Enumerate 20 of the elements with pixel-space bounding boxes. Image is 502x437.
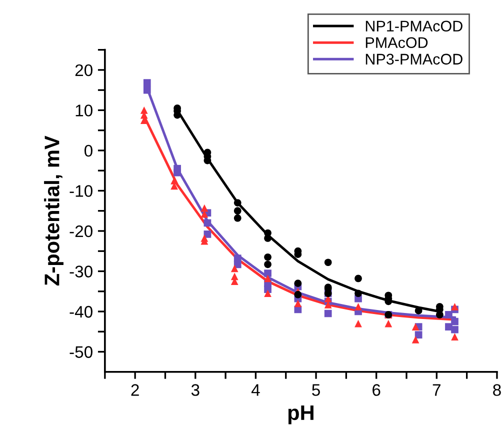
y-tick-label: -10 [70,185,92,197]
y-tick-label: 10 [76,104,92,116]
x-axis-title: pH [288,406,314,424]
y-tick-label: 20 [75,64,92,76]
y-tick-label: -50 [70,346,92,358]
y-tick-label: -40 [70,306,92,318]
x-tick-label: 6 [372,384,380,396]
x-tick-label: 5 [312,384,320,396]
y-tick-label: -30 [70,266,92,278]
x-tick-label: 4 [251,384,260,396]
legend-label: NP3-PMAcOD [366,54,462,65]
y-axis-title: Z-potential, mV [44,136,64,286]
y-tick-label: -20 [70,225,92,238]
x-tick-label: 3 [191,384,200,396]
legend-label: PMAcOD [366,37,428,48]
x-tick-label: 8 [493,384,501,396]
x-tick-label: 7 [432,384,440,396]
legend-label: NP1-PMAcOD [366,20,462,32]
x-tick-label: 2 [131,384,139,396]
y-tick-label: 0 [84,144,92,157]
